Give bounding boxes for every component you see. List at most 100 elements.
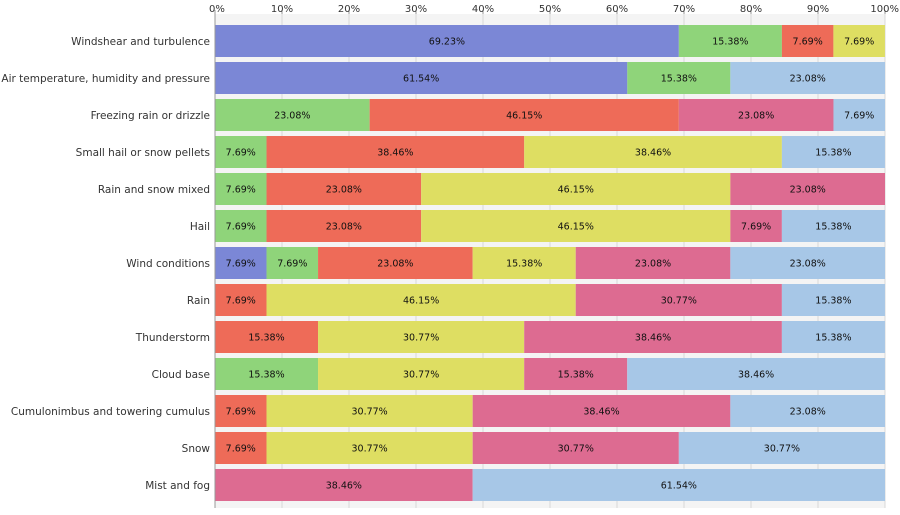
bar-segment: [781, 25, 834, 57]
bar-segment: [215, 25, 679, 57]
bar-row: 61.54% 15.38% 23.08%: [215, 62, 885, 94]
bars: 69.23% 15.38% 7.69% 7.69% 61.54% 15.38% 23.08%…: [215, 25, 885, 501]
data-label: 7.69%: [226, 148, 256, 159]
data-label: 38.46%: [326, 481, 362, 492]
bar-segment: [215, 247, 267, 279]
bar-segment: [215, 358, 319, 390]
bar-segment: [215, 173, 267, 205]
bar-segment: [781, 210, 885, 242]
bar-segment: [318, 321, 525, 353]
bar-segment: [266, 136, 525, 168]
data-label: 15.38%: [815, 296, 851, 307]
x-tick-label: 30%: [405, 4, 427, 15]
data-label: 15.38%: [815, 222, 851, 233]
bar-segment: [215, 432, 267, 464]
data-label: 7.69%: [844, 111, 874, 122]
category-label: Rain and snow mixed: [98, 184, 210, 196]
bar-row: 15.38% 30.77% 38.46% 15.38%: [215, 321, 885, 353]
bar-segment: [730, 247, 885, 279]
bar-row: 7.69% 30.77% 30.77% 30.77%: [215, 432, 885, 464]
data-label: 38.46%: [635, 148, 671, 159]
category-labels: Windshear and turbulence Air temperature,…: [1, 36, 210, 492]
bar-segment: [266, 247, 319, 279]
bar-segment: [678, 432, 885, 464]
data-label: 23.08%: [377, 259, 413, 270]
data-label: 38.46%: [738, 370, 774, 381]
bar-segment: [215, 321, 319, 353]
data-label: 46.15%: [403, 296, 439, 307]
data-label: 7.69%: [226, 296, 256, 307]
bar-segment: [781, 321, 885, 353]
data-label: 23.08%: [274, 111, 310, 122]
bar-segment: [730, 395, 885, 427]
bar-row: 7.69% 23.08% 46.15% 7.69% 15.38%: [215, 210, 885, 242]
bar-row: 7.69% 46.15% 30.77% 15.38%: [215, 284, 885, 316]
x-tick-label: 10%: [271, 4, 293, 15]
data-label: 23.08%: [790, 74, 826, 85]
x-tick-label: 50%: [539, 4, 561, 15]
x-tick-label: 100%: [870, 4, 899, 15]
data-label: 23.08%: [326, 222, 362, 233]
category-label: Windshear and turbulence: [71, 36, 210, 48]
data-label: 30.77%: [403, 333, 439, 344]
bar-segment: [215, 210, 267, 242]
category-label: Snow: [182, 443, 211, 455]
x-tick-label: 90%: [807, 4, 829, 15]
data-label: 30.77%: [351, 444, 387, 455]
x-tick-label: 70%: [673, 4, 695, 15]
bar-segment: [524, 358, 628, 390]
data-label: 38.46%: [583, 407, 619, 418]
data-label: 23.08%: [790, 185, 826, 196]
bar-segment: [575, 284, 782, 316]
data-label: 30.77%: [661, 296, 697, 307]
bar-segment: [627, 62, 731, 94]
bar-segment: [833, 25, 885, 57]
data-label: 61.54%: [403, 74, 439, 85]
category-label: Thunderstorm: [135, 332, 210, 344]
bar-segment: [421, 173, 731, 205]
data-label: 7.69%: [793, 37, 823, 48]
data-label: 15.38%: [248, 370, 284, 381]
category-label: Cloud base: [152, 369, 210, 381]
data-label: 15.38%: [661, 74, 697, 85]
bar-segment: [421, 210, 731, 242]
data-label: 23.08%: [790, 407, 826, 418]
category-label: Rain: [187, 295, 210, 307]
bar-row: 7.69% 38.46% 38.46% 15.38%: [215, 136, 885, 168]
category-label: Air temperature, humidity and pressure: [1, 73, 210, 85]
bar-row: 7.69% 23.08% 46.15% 23.08%: [215, 173, 885, 205]
x-tick-label: 80%: [740, 4, 762, 15]
bar-segment: [678, 99, 834, 131]
data-label: 15.38%: [815, 333, 851, 344]
bar-segment: [627, 358, 885, 390]
bar-segment: [730, 210, 782, 242]
bar-segment: [730, 173, 885, 205]
data-label: 15.38%: [712, 37, 748, 48]
bar-segment: [215, 284, 267, 316]
bar-row: 15.38% 30.77% 15.38% 38.46%: [215, 358, 885, 390]
bar-segment: [472, 395, 731, 427]
category-label: Mist and fog: [145, 480, 210, 492]
x-tick-label: 60%: [606, 4, 628, 15]
bar-segment: [215, 99, 370, 131]
data-label: 15.38%: [506, 259, 542, 270]
bar-segment: [215, 136, 267, 168]
bar-row: 69.23% 15.38% 7.69% 7.69%: [215, 25, 885, 57]
data-label: 15.38%: [815, 148, 851, 159]
bar-segment: [730, 62, 885, 94]
x-tick-label: 40%: [472, 4, 494, 15]
data-label: 61.54%: [661, 481, 697, 492]
bar-segment: [215, 62, 628, 94]
bar-segment: [524, 321, 782, 353]
data-label: 15.38%: [248, 333, 284, 344]
bar-segment: [781, 284, 885, 316]
bar-row: 23.08% 46.15% 23.08% 7.69%: [215, 99, 885, 131]
data-label: 7.69%: [226, 222, 256, 233]
data-label: 7.69%: [226, 259, 256, 270]
category-label: Small hail or snow pellets: [76, 147, 210, 159]
data-label: 7.69%: [741, 222, 771, 233]
data-label: 38.46%: [635, 333, 671, 344]
bar-segment: [266, 432, 473, 464]
data-label: 46.15%: [506, 111, 542, 122]
